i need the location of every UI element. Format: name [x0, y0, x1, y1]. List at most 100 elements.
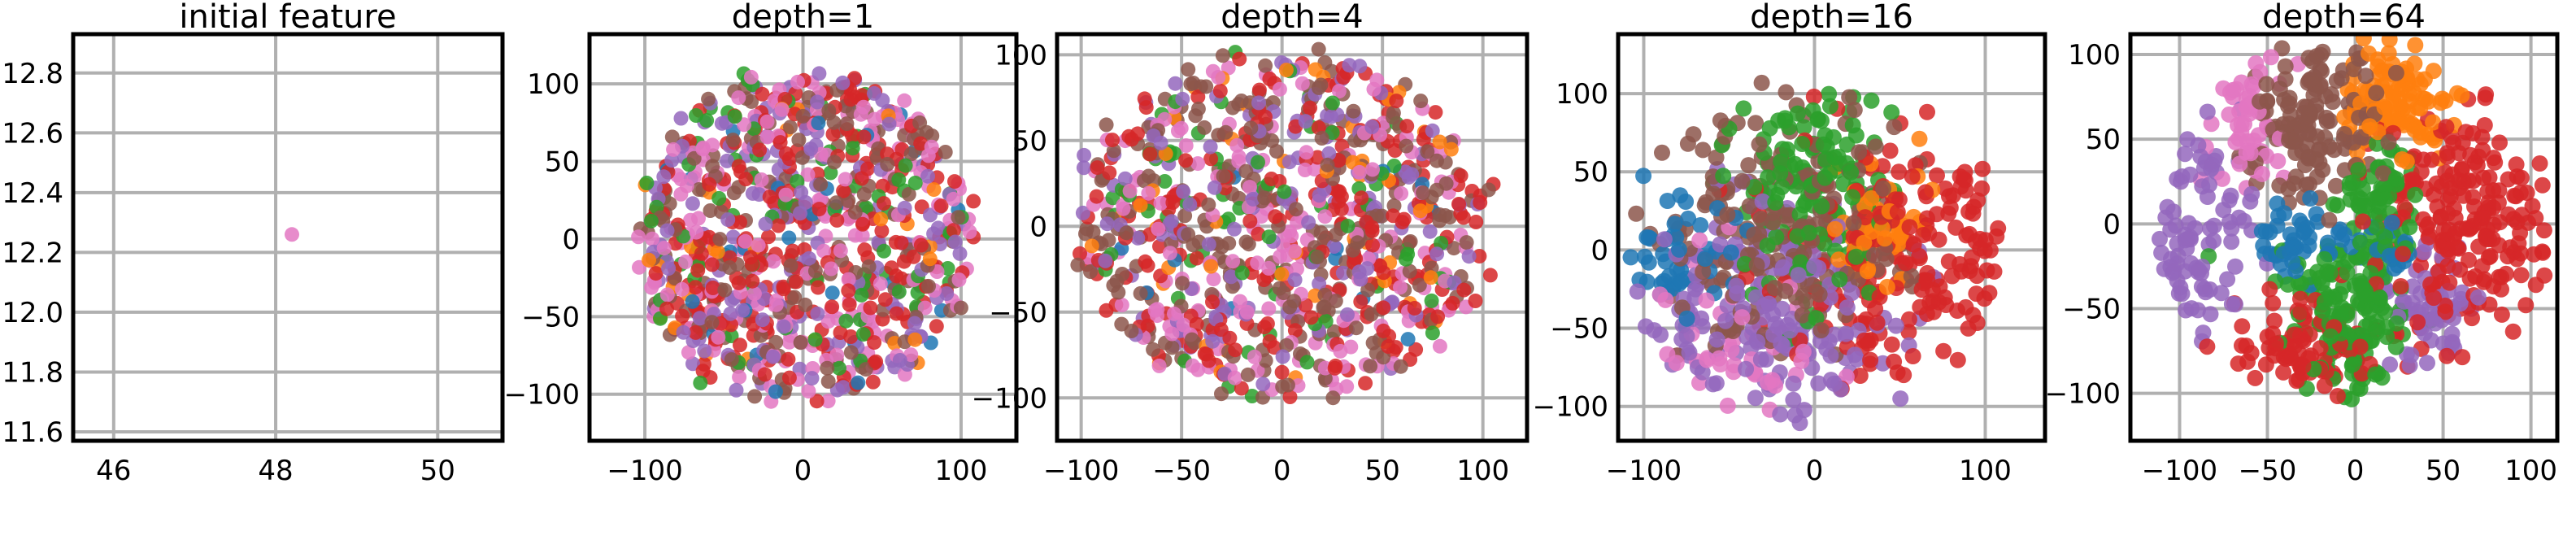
scatter-point — [1211, 70, 1226, 85]
scatter-point — [731, 159, 746, 174]
scatter-point — [1773, 335, 1790, 352]
scatter-point — [1278, 63, 1294, 78]
scatter-point — [1708, 149, 1725, 166]
scatter-point — [2352, 234, 2369, 251]
scatter-point — [1717, 312, 1734, 329]
scatter-point — [1869, 314, 1886, 331]
scatter-point — [664, 153, 680, 168]
scatter-point — [1748, 257, 1765, 274]
scatter-point — [1423, 270, 1438, 285]
x-tick-label: −100 — [607, 455, 682, 487]
scatter-point — [1656, 231, 1673, 248]
scatter-point — [874, 223, 890, 238]
scatter-point — [2422, 276, 2439, 293]
scatter-point — [798, 297, 813, 312]
scatter-point — [1838, 325, 1855, 342]
scatter-point — [847, 228, 863, 243]
scatter-point — [1311, 41, 1326, 57]
scatter-point — [1429, 246, 1445, 262]
scatter-point — [881, 116, 897, 132]
scatter-point — [2408, 175, 2424, 192]
scatter-point — [1413, 94, 1429, 109]
scatter-point — [2182, 166, 2199, 183]
scatter-point — [880, 157, 895, 172]
scatter-point — [2465, 124, 2482, 142]
scatter-point — [1142, 146, 1158, 162]
scatter-point — [946, 223, 961, 238]
scatter-point — [1749, 333, 1766, 351]
scatter-point — [946, 191, 961, 207]
scatter-point — [2328, 72, 2345, 89]
scatter-point — [1728, 277, 1745, 294]
y-tick-label: 12.0 — [2, 297, 63, 329]
scatter-point — [2266, 312, 2283, 329]
scatter-point — [1364, 120, 1380, 134]
y-tick-label: 0 — [1590, 234, 1608, 267]
scatter-point — [947, 234, 963, 250]
scatter-point — [2377, 191, 2393, 208]
scatter-point — [2349, 379, 2366, 396]
scatter-point — [2252, 93, 2268, 110]
scatter-point — [2485, 199, 2502, 216]
scatter-point — [1331, 194, 1347, 209]
scatter-point — [861, 259, 877, 274]
scatter-point — [659, 287, 675, 303]
scatter-point — [1331, 84, 1347, 99]
scatter-point — [664, 129, 680, 145]
scatter-point — [1785, 391, 1802, 408]
scatter-point — [702, 176, 717, 192]
scatter-point — [1299, 355, 1315, 370]
scatter-point — [856, 129, 872, 145]
scatter-point — [2223, 233, 2240, 250]
scatter-point — [661, 261, 677, 277]
y-tick-label: −100 — [972, 382, 1047, 415]
scatter-point — [1175, 276, 1190, 291]
scatter-point — [1986, 263, 2003, 280]
scatter-point — [2308, 128, 2326, 145]
scatter-point — [1261, 229, 1277, 245]
scatter-point — [1339, 379, 1355, 394]
scatter-point — [1671, 241, 1687, 258]
scatter-point — [674, 281, 690, 297]
scatter-point — [1396, 211, 1412, 227]
scatter-point — [2382, 356, 2399, 373]
scatter-point — [836, 183, 851, 198]
scatter-point — [2491, 268, 2508, 285]
scatter-point — [1420, 144, 1435, 159]
scatter-point — [1752, 351, 1769, 368]
scatter-point — [793, 335, 808, 351]
axes-frame — [71, 32, 505, 443]
scatter-point — [729, 382, 744, 398]
scatter-point — [1117, 171, 1133, 186]
scatter-point — [858, 362, 873, 377]
scatter-point — [1242, 180, 1257, 195]
scatter-point — [645, 231, 660, 246]
scatter-point — [697, 343, 712, 359]
scatter-point — [962, 224, 977, 239]
axes-frame — [1616, 32, 2047, 443]
scatter-point — [1903, 268, 1920, 285]
scatter-point — [951, 272, 967, 288]
scatter-point — [2484, 230, 2501, 247]
scatter-point — [1416, 185, 1431, 201]
scatter-point — [685, 294, 700, 309]
scatter-point — [2326, 142, 2343, 159]
scatter-point — [732, 369, 747, 385]
scatter-point — [2535, 222, 2552, 239]
scatter-point — [1151, 358, 1167, 373]
scatter-point — [1275, 349, 1290, 364]
scatter-point — [2443, 325, 2461, 342]
scatter-point — [1461, 249, 1477, 264]
y-tick-label: 11.8 — [2, 356, 63, 389]
scatter-point — [1146, 342, 1161, 357]
scatter-point — [1778, 84, 1795, 101]
scatter-point — [735, 303, 751, 318]
scatter-point — [793, 206, 807, 221]
scatter-point — [1115, 267, 1130, 281]
scatter-point — [2403, 346, 2420, 364]
scatter-point — [1168, 76, 1183, 91]
scatter-point — [2352, 128, 2369, 146]
scatter-point — [2247, 369, 2264, 386]
scatter-point — [2253, 165, 2270, 182]
scatter-point — [2513, 245, 2530, 262]
